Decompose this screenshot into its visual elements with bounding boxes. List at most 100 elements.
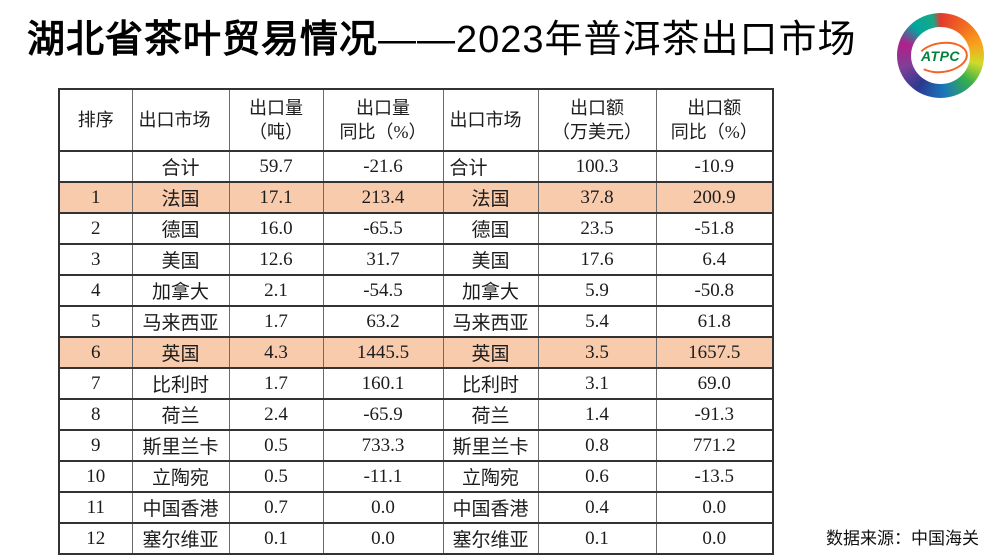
cell-value-yoy: 771.2 (655, 429, 774, 462)
cell-value: 3.5 (537, 336, 657, 369)
cell-rank: 11 (58, 491, 133, 524)
cell-rank: 4 (58, 274, 133, 307)
cell-rank: 2 (58, 212, 133, 245)
cell-value: 23.5 (537, 212, 657, 245)
cell-volume-yoy: 733.3 (322, 429, 444, 462)
cell-market2: 塞尔维亚 (442, 522, 539, 555)
cell-volume: 12.6 (228, 243, 324, 276)
table-row-total: 合计 59.7 -21.6 合计 100.3 -10.9 (58, 150, 774, 183)
cell-volume-yoy: 0.0 (322, 491, 444, 524)
cell-value-yoy: 6.4 (655, 243, 774, 276)
cell-market: 合计 (131, 150, 230, 183)
cell-volume-yoy: 63.2 (322, 305, 444, 338)
cell-market2: 英国 (442, 336, 539, 369)
cell-market2: 德国 (442, 212, 539, 245)
cell-volume: 0.5 (228, 460, 324, 493)
cell-volume-yoy: 160.1 (322, 367, 444, 400)
title-main: 湖北省茶叶贸易情况 (27, 19, 379, 61)
cell-rank (58, 150, 133, 183)
cell-value-yoy: 0.0 (655, 522, 774, 555)
cell-volume-yoy: -21.6 (322, 150, 444, 183)
data-source-label: 数据来源：中国海关 (826, 529, 979, 548)
cell-value-yoy: -91.3 (655, 398, 774, 431)
cell-rank: 3 (58, 243, 133, 276)
cell-market: 英国 (131, 336, 230, 369)
cell-value: 5.9 (537, 274, 657, 307)
cell-market2: 斯里兰卡 (442, 429, 539, 462)
cell-rank: 9 (58, 429, 133, 462)
cell-volume: 2.1 (228, 274, 324, 307)
cell-rank: 12 (58, 522, 133, 555)
cell-volume: 17.1 (228, 181, 324, 214)
cell-volume-yoy: -54.5 (322, 274, 444, 307)
cell-value-yoy: -51.8 (655, 212, 774, 245)
col-header-export-value: 出口额 （万美元） (537, 88, 657, 152)
table-row: 8 荷兰 2.4 -65.9 荷兰 1.4 -91.3 (58, 398, 774, 431)
cell-value-yoy: -13.5 (655, 460, 774, 493)
cell-volume-yoy: 0.0 (322, 522, 444, 555)
table-row: 6 英国 4.3 1445.5 英国 3.5 1657.5 (58, 336, 774, 369)
logo-text: ATPC (920, 47, 961, 64)
title-subtitle: ——2023年普洱茶出口市场 (378, 19, 857, 61)
col-header-rank: 排序 (58, 88, 133, 152)
table-row: 7 比利时 1.7 160.1 比利时 3.1 69.0 (58, 367, 774, 400)
cell-volume: 16.0 (228, 212, 324, 245)
cell-value: 0.4 (537, 491, 657, 524)
cell-value-yoy: 0.0 (655, 491, 774, 524)
col-header-export-value-yoy: 出口额 同比（%） (655, 88, 774, 152)
table-row: 9 斯里兰卡 0.5 733.3 斯里兰卡 0.8 771.2 (58, 429, 774, 462)
cell-market: 德国 (131, 212, 230, 245)
col-header-export-volume-yoy: 出口量 同比（%） (322, 88, 444, 152)
cell-rank: 7 (58, 367, 133, 400)
cell-market: 荷兰 (131, 398, 230, 431)
col-header-export-volume: 出口量 （吨） (228, 88, 324, 152)
cell-volume: 59.7 (228, 150, 324, 183)
cell-market2: 美国 (442, 243, 539, 276)
table-row: 1 法国 17.1 213.4 法国 37.8 200.9 (58, 181, 774, 214)
table-row: 3 美国 12.6 31.7 美国 17.6 6.4 (58, 243, 774, 276)
cell-market2: 比利时 (442, 367, 539, 400)
cell-rank: 6 (58, 336, 133, 369)
cell-market: 加拿大 (131, 274, 230, 307)
cell-market: 中国香港 (131, 491, 230, 524)
cell-volume: 1.7 (228, 305, 324, 338)
cell-value: 0.6 (537, 460, 657, 493)
cell-market: 美国 (131, 243, 230, 276)
cell-value: 3.1 (537, 367, 657, 400)
cell-volume-yoy: 31.7 (322, 243, 444, 276)
table-row: 5 马来西亚 1.7 63.2 马来西亚 5.4 61.8 (58, 305, 774, 338)
cell-volume: 2.4 (228, 398, 324, 431)
cell-value: 37.8 (537, 181, 657, 214)
cell-value-yoy: 1657.5 (655, 336, 774, 369)
tea-export-table: 排序 出口市场 出口量 （吨） 出口量 同比（%） 出口市场 出口额 （万美元） 出口… (58, 88, 774, 555)
cell-market2: 中国香港 (442, 491, 539, 524)
cell-volume: 0.1 (228, 522, 324, 555)
atpc-logo-icon: ATPC (897, 13, 984, 98)
cell-market2: 马来西亚 (442, 305, 539, 338)
table-row: 10 立陶宛 0.5 -11.1 立陶宛 0.6 -13.5 (58, 460, 774, 493)
cell-volume: 0.7 (228, 491, 324, 524)
cell-value: 0.1 (537, 522, 657, 555)
cell-market: 法国 (131, 181, 230, 214)
cell-market2: 合计 (442, 150, 539, 183)
cell-market: 立陶宛 (131, 460, 230, 493)
cell-volume-yoy: -11.1 (322, 460, 444, 493)
cell-volume: 1.7 (228, 367, 324, 400)
cell-value-yoy: 200.9 (655, 181, 774, 214)
cell-market: 比利时 (131, 367, 230, 400)
cell-volume: 0.5 (228, 429, 324, 462)
cell-value: 100.3 (537, 150, 657, 183)
table-row: 2 德国 16.0 -65.5 德国 23.5 -51.8 (58, 212, 774, 245)
cell-market2: 加拿大 (442, 274, 539, 307)
cell-volume-yoy: -65.5 (322, 212, 444, 245)
cell-value: 5.4 (537, 305, 657, 338)
cell-market: 马来西亚 (131, 305, 230, 338)
cell-volume-yoy: -65.9 (322, 398, 444, 431)
col-header-export-market-volume: 出口市场 (131, 88, 230, 152)
cell-market2: 法国 (442, 181, 539, 214)
cell-rank: 8 (58, 398, 133, 431)
col-header-export-market-value: 出口市场 (442, 88, 539, 152)
cell-market: 斯里兰卡 (131, 429, 230, 462)
cell-value-yoy: 61.8 (655, 305, 774, 338)
